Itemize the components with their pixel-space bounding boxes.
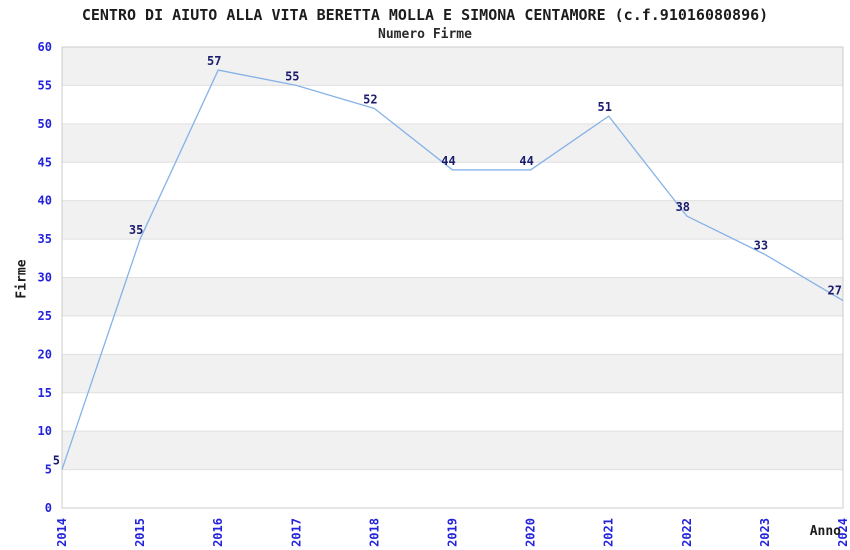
point-value-label: 44 bbox=[441, 154, 455, 168]
x-tick-label: 2015 bbox=[133, 518, 147, 547]
point-value-label: 35 bbox=[129, 223, 143, 237]
y-tick-label: 20 bbox=[38, 347, 52, 361]
x-tick-label: 2024 bbox=[836, 518, 850, 547]
x-tick-label: 2020 bbox=[524, 518, 538, 547]
y-tick-label: 15 bbox=[38, 386, 52, 400]
plot-band bbox=[62, 354, 843, 393]
x-tick-label: 2018 bbox=[367, 518, 381, 547]
y-tick-label: 50 bbox=[38, 117, 52, 131]
x-tick-label: 2023 bbox=[758, 518, 772, 547]
data-line bbox=[61, 69, 844, 470]
plot-band bbox=[62, 431, 843, 470]
x-tick-label: 2021 bbox=[602, 518, 616, 547]
point-value-label: 51 bbox=[597, 100, 611, 114]
y-tick-label: 5 bbox=[45, 463, 52, 477]
y-tick-label: 45 bbox=[38, 155, 52, 169]
plot-band bbox=[62, 123, 843, 163]
y-tick-label: 40 bbox=[38, 194, 52, 208]
y-tick-label: 0 bbox=[45, 501, 52, 515]
y-tick-label: 30 bbox=[38, 271, 52, 285]
y-tick-label: 55 bbox=[38, 78, 52, 92]
point-value-label: 44 bbox=[519, 154, 533, 168]
point-value-label: 33 bbox=[754, 238, 768, 252]
chart-title: CENTRO DI AIUTO ALLA VITA BERETTA MOLLA … bbox=[81, 6, 769, 24]
x-axis-title: Anno bbox=[809, 524, 841, 539]
plot-band bbox=[62, 200, 843, 240]
x-tick-label: 2022 bbox=[680, 518, 694, 547]
plot-band bbox=[62, 277, 843, 316]
point-value-label: 52 bbox=[363, 92, 377, 106]
chart-subtitle: Numero Firme bbox=[378, 27, 472, 42]
x-tick-label: 2014 bbox=[55, 518, 69, 547]
x-tick-label: 2019 bbox=[446, 518, 460, 547]
point-value-label: 38 bbox=[676, 200, 690, 214]
plot-border bbox=[61, 46, 844, 509]
point-value-label: 57 bbox=[207, 54, 221, 68]
point-value-label: 55 bbox=[285, 69, 299, 83]
y-tick-label: 60 bbox=[38, 40, 52, 54]
plot-band bbox=[62, 47, 843, 86]
y-tick-label: 10 bbox=[38, 424, 52, 438]
point-value-label: 5 bbox=[53, 454, 60, 468]
x-tick-label: 2017 bbox=[289, 518, 303, 547]
y-tick-label: 25 bbox=[38, 309, 52, 323]
point-value-label: 27 bbox=[828, 284, 842, 298]
x-tick-label: 2016 bbox=[211, 518, 225, 547]
y-tick-label: 35 bbox=[38, 232, 52, 246]
